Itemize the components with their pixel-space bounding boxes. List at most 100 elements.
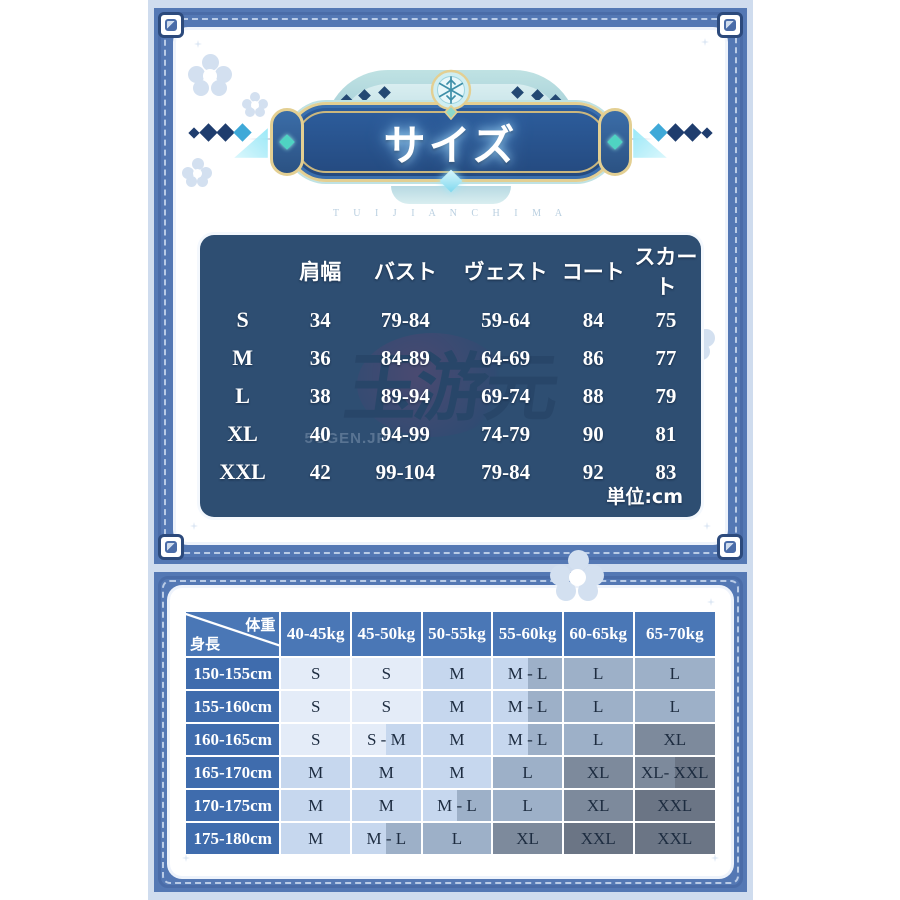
matrix-size-cell: M <box>352 757 421 788</box>
matrix-size-value: M <box>449 663 465 683</box>
matrix-row: 165-170cm M M M L XL XL- XXL <box>186 757 715 788</box>
size-measure-cell: 42 <box>309 459 331 484</box>
matrix-size-value: M <box>378 795 394 815</box>
size-measure-cell: 90 <box>582 421 604 446</box>
matrix-size-value: XXL <box>580 828 616 848</box>
matrix-size-value: S <box>310 696 321 716</box>
matrix-size-cell: XXL <box>563 823 633 854</box>
size-row-label: XXL <box>219 459 266 484</box>
matrix-size-value: M - L <box>507 696 548 716</box>
banner-cap-left <box>269 108 304 176</box>
size-measure-cell: 38 <box>309 383 331 408</box>
matrix-size-value: L <box>451 828 463 848</box>
unit-note: 単位:cm <box>606 486 683 508</box>
matrix-table-body: 150-155cm S S M M - L L L 155-160cm S S M M - L L L 16… <box>186 658 715 854</box>
size-measure-cell: 86 <box>582 345 604 370</box>
matrix-size-value: S <box>310 663 321 683</box>
matrix-size-value: M - L <box>366 828 407 848</box>
size-col-header: バスト <box>373 260 437 284</box>
matrix-size-cell: XL <box>563 790 633 821</box>
size-measure-cell: 34 <box>309 307 331 332</box>
matrix-height-header: 160-165cm <box>186 724 280 755</box>
size-measure-cell: 88 <box>582 383 604 408</box>
banner-subtitle: T U I J I A N C H I M A <box>332 208 569 219</box>
size-table-row: S 34 79-84 59-64 84 75 <box>200 301 701 339</box>
size-table: 肩幅 バスト ヴェスト コート スカート S 34 79-84 59-64 84 75 M 3… <box>200 235 701 491</box>
diamond-icon <box>199 123 218 142</box>
matrix-row: 160-165cm S S - M M M - L L XL <box>186 724 715 755</box>
matrix-size-value: XL <box>516 828 539 848</box>
size-measure-cell: 74-79 <box>481 421 531 446</box>
matrix-size-cell: L <box>563 724 633 755</box>
diamond-icon <box>683 123 702 142</box>
sparkle-icon <box>194 40 202 48</box>
matrix-weight-header: 45-50kg <box>352 612 421 656</box>
size-chart-card: サイズ <box>176 30 725 542</box>
matrix-size-cell: M <box>281 823 351 854</box>
matrix-size-value: XL- XXL <box>641 762 709 782</box>
corner-ornament-icon <box>717 534 743 560</box>
size-row-label: S <box>236 307 249 332</box>
matrix-size-cell: L <box>493 790 562 821</box>
size-table-row: XXL 42 99-104 79-84 92 83 <box>200 453 701 491</box>
matrix-size-cell: XL <box>563 757 633 788</box>
size-col-header: ヴェスト <box>463 260 548 284</box>
matrix-size-value: M <box>449 696 465 716</box>
matrix-size-value: M - L <box>507 729 548 749</box>
matrix-size-cell: L <box>563 691 633 722</box>
matrix-size-cell: M <box>422 691 492 722</box>
size-row-label: M <box>232 345 253 370</box>
size-measure-cell: 89-94 <box>380 383 430 408</box>
size-col-header: スカート <box>634 245 698 299</box>
matrix-size-value: L <box>669 696 680 716</box>
size-recommendation-card: 体重 身長 40-45kg 45-50kg 50-55kg 55-60kg 60… <box>170 588 731 876</box>
matrix-row: 150-155cm S S M M - L L L <box>186 658 715 689</box>
size-measure-cell: 92 <box>582 459 604 484</box>
matrix-height-header: 175-180cm <box>186 823 280 854</box>
sparkle-icon <box>707 598 715 606</box>
size-table-row: M 36 84-89 64-69 86 77 <box>200 339 701 377</box>
matrix-size-cell: L <box>422 823 492 854</box>
weight-axis-label: 体重 <box>245 616 276 634</box>
matrix-corner-cell: 体重 身長 <box>186 612 280 656</box>
matrix-size-cell: S <box>281 724 351 755</box>
sparkle-icon <box>703 522 711 530</box>
banner-cap-right <box>597 108 632 176</box>
matrix-size-cell: XXL <box>634 790 715 821</box>
size-measure-cell: 69-74 <box>481 383 531 408</box>
matrix-size-cell: S <box>281 658 351 689</box>
size-table-row: L 38 89-94 69-74 88 79 <box>200 377 701 415</box>
matrix-size-value: M <box>308 828 324 848</box>
matrix-weight-header: 65-70kg <box>634 612 715 656</box>
matrix-size-value: XXL <box>657 828 693 848</box>
matrix-size-value: M <box>378 762 394 782</box>
matrix-size-cell: L <box>634 658 715 689</box>
matrix-size-cell: S <box>352 658 421 689</box>
diamond-icon <box>649 123 668 142</box>
diamond-icon <box>233 123 252 142</box>
size-table-header-row: 肩幅 バスト ヴェスト コート スカート <box>200 235 701 301</box>
size-measure-cell: 64-69 <box>481 345 531 370</box>
snowflake-icon <box>430 69 471 120</box>
size-table-panel: 玉游元 5GGEN.JP 肩幅 バスト ヴェスト <box>200 235 701 517</box>
diagonal-divider-icon <box>186 612 280 647</box>
matrix-size-value: XL <box>586 762 610 782</box>
size-measure-cell: 79 <box>655 383 677 408</box>
corner-ornament-icon <box>717 12 743 38</box>
matrix-size-cell: L <box>634 691 715 722</box>
matrix-size-value: M - L <box>507 663 548 683</box>
sparkle-icon <box>190 522 198 530</box>
banner-plate-foot <box>390 186 511 204</box>
size-col-header <box>200 235 285 301</box>
matrix-size-value: L <box>522 795 533 815</box>
matrix-size-value: M - L <box>437 795 477 815</box>
matrix-size-cell: M <box>281 757 351 788</box>
matrix-height-header: 155-160cm <box>186 691 280 722</box>
matrix-table-wrap: 体重 身長 40-45kg 45-50kg 50-55kg 55-60kg 60… <box>184 610 717 856</box>
matrix-size-cell: L <box>493 757 562 788</box>
matrix-size-value: M <box>308 762 324 782</box>
size-measure-cell: 99-104 <box>375 459 436 484</box>
size-measure-cell: 84 <box>582 307 604 332</box>
matrix-size-cell: M <box>281 790 351 821</box>
matrix-size-cell: M <box>352 790 421 821</box>
